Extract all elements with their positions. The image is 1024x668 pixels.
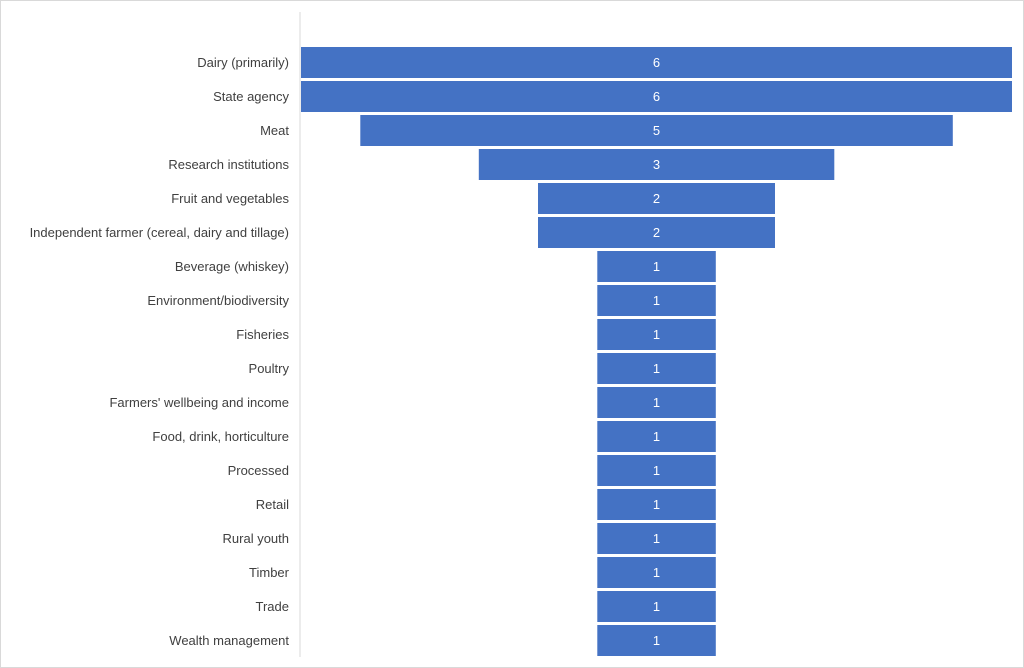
funnel-bar <box>597 523 716 554</box>
category-label: Environment/biodiversity <box>147 293 289 308</box>
data-label: 1 <box>653 599 660 614</box>
data-label: 6 <box>653 55 660 70</box>
funnel-bar <box>478 149 835 180</box>
data-label: 1 <box>653 463 660 478</box>
category-label: Processed <box>228 463 289 478</box>
funnel-bar <box>538 217 775 248</box>
funnel-bar <box>597 319 716 350</box>
category-label: Wealth management <box>169 633 289 648</box>
data-label: 1 <box>653 361 660 376</box>
funnel-bar <box>597 591 716 622</box>
funnel-bar <box>597 455 716 486</box>
data-label: 6 <box>653 89 660 104</box>
category-label: Trade <box>256 599 289 614</box>
category-label: Food, drink, horticulture <box>152 429 289 444</box>
data-label: 3 <box>653 157 660 172</box>
category-label: Independent farmer (cereal, dairy and ti… <box>30 225 289 240</box>
funnel-bar <box>597 557 716 588</box>
data-label: 1 <box>653 259 660 274</box>
funnel-bar <box>597 625 716 656</box>
category-label: Meat <box>260 123 289 138</box>
funnel-bar <box>597 387 716 418</box>
category-label: Retail <box>256 497 289 512</box>
category-label: Rural youth <box>223 531 289 546</box>
category-label: Beverage (whiskey) <box>175 259 289 274</box>
category-label: Farmers' wellbeing and income <box>109 395 289 410</box>
category-label: Research institutions <box>168 157 289 172</box>
data-label: 1 <box>653 293 660 308</box>
data-label: 5 <box>653 123 660 138</box>
category-label: Fisheries <box>236 327 289 342</box>
data-label: 2 <box>653 225 660 240</box>
data-label: 1 <box>653 497 660 512</box>
data-label: 1 <box>653 633 660 648</box>
data-label: 1 <box>653 327 660 342</box>
funnel-bar <box>597 251 716 282</box>
funnel-bar <box>301 47 1012 78</box>
category-label: Poultry <box>249 361 290 376</box>
data-label: 1 <box>653 395 660 410</box>
data-label: 1 <box>653 429 660 444</box>
funnel-bar <box>538 183 775 214</box>
data-label: 1 <box>653 565 660 580</box>
category-label: Timber <box>249 565 290 580</box>
bars-layer: 6 6 5 3 2 2 1 1 1 1 1 1 1 1 1 1 1 1 <box>301 47 1012 656</box>
category-label: State agency <box>213 89 289 104</box>
category-labels: Dairy (primarily) State agency Meat Researc… <box>30 55 290 648</box>
category-label: Fruit and vegetables <box>171 191 289 206</box>
category-label: Dairy (primarily) <box>197 55 289 70</box>
data-label: 2 <box>653 191 660 206</box>
funnel-bar <box>301 81 1012 112</box>
funnel-bar <box>597 353 716 384</box>
funnel-bar <box>597 489 716 520</box>
data-label: 1 <box>653 531 660 546</box>
funnel-bar <box>597 421 716 452</box>
funnel-bar <box>597 285 716 316</box>
funnel-bar <box>360 115 953 146</box>
